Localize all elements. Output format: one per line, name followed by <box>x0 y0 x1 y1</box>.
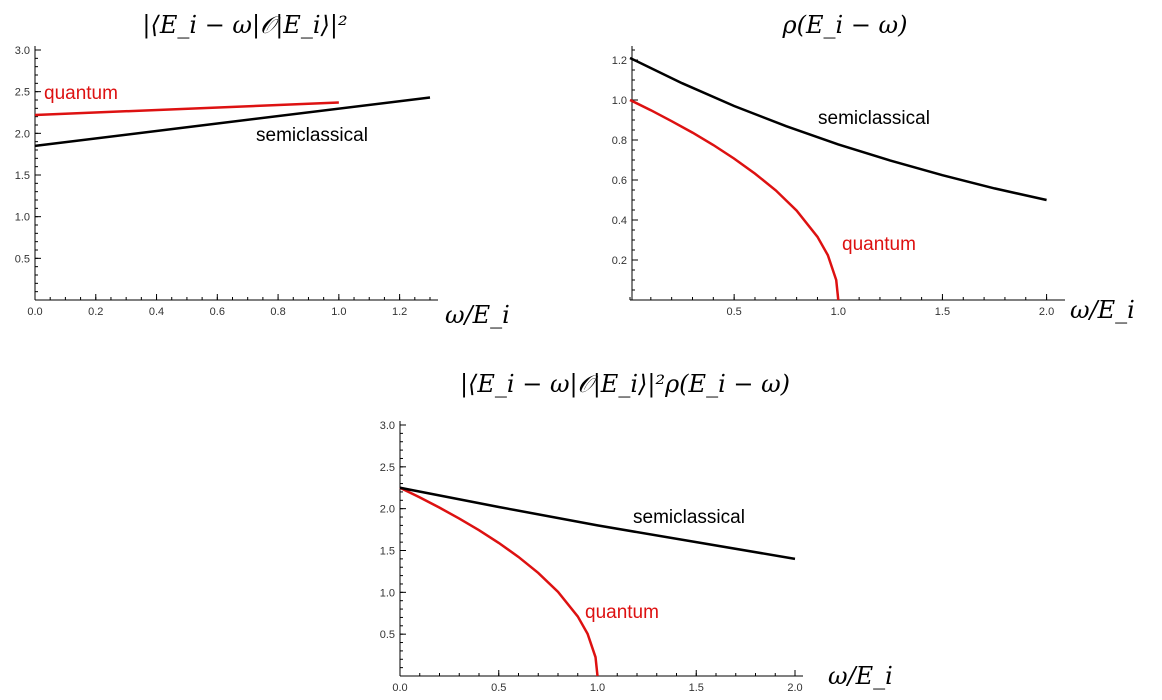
y-tick-label: 1.5 <box>15 170 30 182</box>
series-line-semiclassical <box>629 56 1047 202</box>
panel-density-of-states: ρ(E_i − ω) 0.5 1.0 1.5 2.0 0.2 0.4 0.6 0.8 1.0 1.… <box>612 11 1135 324</box>
y-tick-label: 0.2 <box>612 255 627 267</box>
y-tick-label: 2.5 <box>15 87 30 99</box>
tick-group: 0.0 0.2 0.4 0.6 0.8 1.0 1.2 0.5 1.0 1.5 2.0 2.5 3.0 <box>15 45 438 318</box>
x-tick-label: 2.0 <box>1039 306 1054 318</box>
x-axis-label: ω/E_i <box>828 662 893 690</box>
series-label-semiclassical: semiclassical <box>256 125 368 146</box>
x-tick-label: 0.6 <box>210 306 225 318</box>
x-tick-label: 2.0 <box>787 682 802 694</box>
y-tick-label: 0.8 <box>612 135 627 147</box>
curve-group <box>629 56 1047 301</box>
x-tick-label: 1.0 <box>590 682 605 694</box>
x-tick-label: 0.5 <box>726 306 741 318</box>
series-line-quantum <box>629 98 840 301</box>
x-axis-label: ω/E_i <box>445 301 510 329</box>
y-tick-label: 0.5 <box>380 629 395 641</box>
series-label-semiclassical: semiclassical <box>818 108 930 129</box>
x-tick-label: 0.5 <box>491 682 506 694</box>
curve-group <box>34 96 431 148</box>
y-tick-label: 1.5 <box>380 546 395 558</box>
y-tick-label: 1.0 <box>15 212 30 224</box>
panel-matrix-element: |⟨E_i − ω|𝒪|E_i⟩|² 0.0 0.2 0.4 0.6 0.8 1.0 1.2… <box>15 11 510 329</box>
x-tick-label: 0.2 <box>88 306 103 318</box>
x-tick-label: 0.0 <box>392 682 407 694</box>
y-tick-label: 1.2 <box>612 55 627 67</box>
y-tick-label: 2.5 <box>380 462 395 474</box>
y-tick-label: 0.5 <box>15 253 30 265</box>
chart-title: |⟨E_i − ω|𝒪|E_i⟩|² <box>142 11 347 40</box>
x-tick-label: 1.0 <box>331 306 346 318</box>
y-tick-label: 2.0 <box>380 504 395 516</box>
y-tick-label: 0.6 <box>612 175 627 187</box>
x-tick-label: 1.5 <box>689 682 704 694</box>
series-label-quantum: quantum <box>842 234 916 255</box>
tick-group: 0.0 0.5 1.0 1.5 2.0 0.5 1.0 1.5 2.0 2.5 3.0 <box>380 420 803 694</box>
series-label-semiclassical: semiclassical <box>633 507 745 528</box>
x-tick-label: 1.2 <box>392 306 407 318</box>
chart-title: ρ(E_i − ω) <box>782 11 908 39</box>
series-label-quantum: quantum <box>44 83 118 104</box>
series-line-quantum <box>34 101 339 117</box>
series-line-semiclassical <box>399 486 796 561</box>
curve-group <box>399 486 796 677</box>
x-axis-label: ω/E_i <box>1070 296 1135 324</box>
tick-group: 0.5 1.0 1.5 2.0 0.2 0.4 0.6 0.8 1.0 1.2 <box>612 46 1065 318</box>
y-tick-label: 3.0 <box>15 45 30 57</box>
y-tick-label: 0.4 <box>612 215 627 227</box>
y-tick-label: 1.0 <box>380 587 395 599</box>
chart-title: |⟨E_i − ω|𝒪|E_i⟩|²ρ(E_i − ω) <box>460 370 790 399</box>
y-tick-label: 2.0 <box>15 128 30 140</box>
y-tick-label: 3.0 <box>380 420 395 432</box>
series-line-semiclassical <box>34 96 431 148</box>
series-label-quantum: quantum <box>585 602 659 623</box>
x-tick-label: 1.0 <box>831 306 846 318</box>
y-tick-label: 1.0 <box>612 95 627 107</box>
x-tick-label: 0.8 <box>270 306 285 318</box>
panel-product: |⟨E_i − ω|𝒪|E_i⟩|²ρ(E_i − ω) 0.0 0.5 1.0 1.… <box>380 370 893 694</box>
series-line-quantum <box>399 486 599 677</box>
x-tick-label: 0.0 <box>27 306 42 318</box>
x-tick-label: 1.5 <box>935 306 950 318</box>
x-tick-label: 0.4 <box>149 306 164 318</box>
